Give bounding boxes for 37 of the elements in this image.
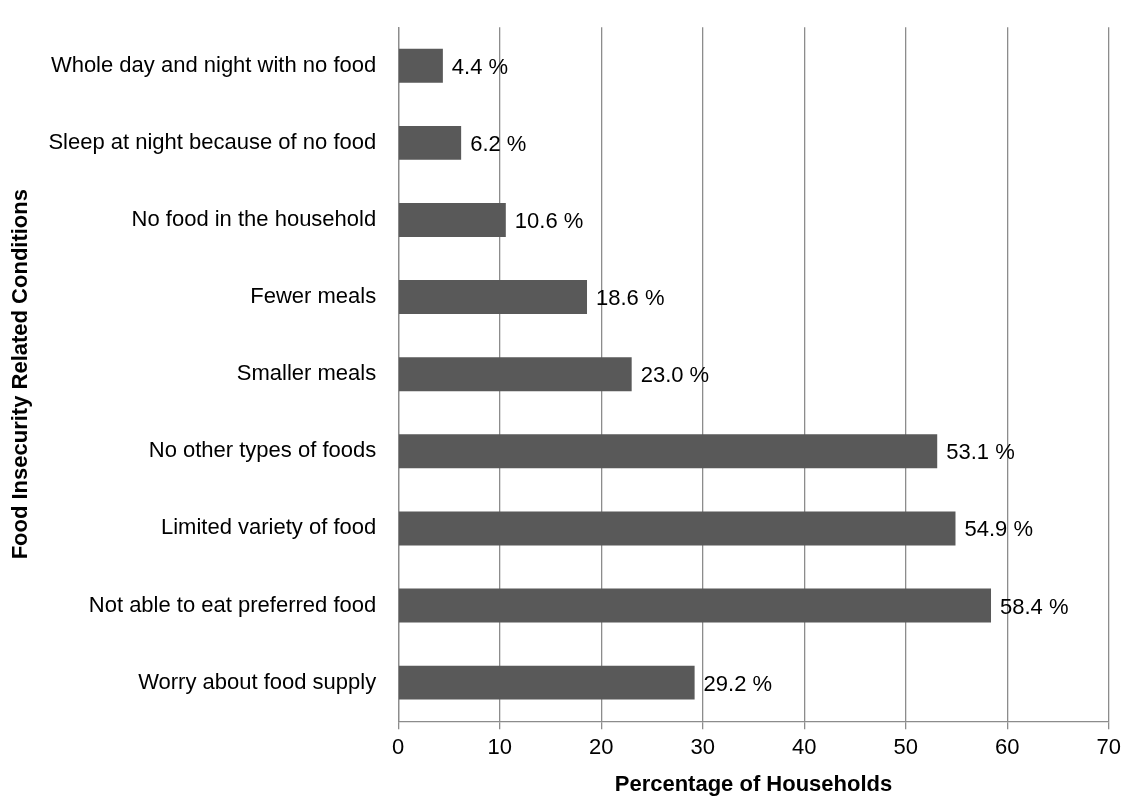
bar	[398, 357, 632, 392]
x-tick-label: 30	[690, 734, 715, 760]
y-tick-label: Whole day and night with no food	[50, 51, 377, 77]
data-label: 53.1 %	[946, 439, 1015, 465]
x-tick-label: 10	[487, 734, 512, 760]
y-tick-label: No food in the household	[131, 206, 377, 232]
x-tick-label: 60	[995, 734, 1020, 760]
data-label: 58.4 %	[1000, 593, 1069, 619]
x-tick-label: 20	[588, 734, 614, 760]
y-tick-label: Sleep at night because of no food	[48, 128, 377, 154]
bar	[398, 280, 588, 315]
bar	[398, 203, 506, 237]
y-tick-label: Smaller meals	[236, 360, 377, 386]
y-tick-label: Worry about food supply	[138, 668, 377, 694]
data-label: 29.2 %	[703, 670, 773, 696]
bar	[398, 434, 938, 469]
data-label: 6.2 %	[470, 130, 527, 156]
x-tick-label: 70	[1096, 734, 1122, 760]
bar	[398, 125, 462, 160]
data-label: 18.6 %	[596, 285, 665, 311]
data-label: 23.0 %	[640, 362, 710, 388]
y-tick-label: No other types of foods	[148, 437, 377, 463]
y-axis-title: Food Insecurity Related Conditions	[7, 189, 33, 560]
x-axis-title: Percentage of Households	[614, 770, 893, 796]
data-label: 4.4 %	[451, 53, 509, 79]
x-tick-label: 0	[392, 734, 405, 760]
data-label: 10.6 %	[514, 208, 584, 234]
y-tick-label: Not able to eat preferred food	[88, 591, 377, 617]
bar	[398, 48, 443, 83]
bar	[398, 511, 956, 546]
x-tick-label: 50	[893, 734, 918, 760]
y-tick-label: Limited variety of food	[160, 514, 377, 540]
x-tick-label: 40	[792, 734, 817, 760]
bar	[398, 588, 992, 623]
data-label: 54.9 %	[964, 516, 1033, 542]
y-tick-label: Fewer meals	[250, 283, 377, 309]
bar	[398, 665, 695, 700]
